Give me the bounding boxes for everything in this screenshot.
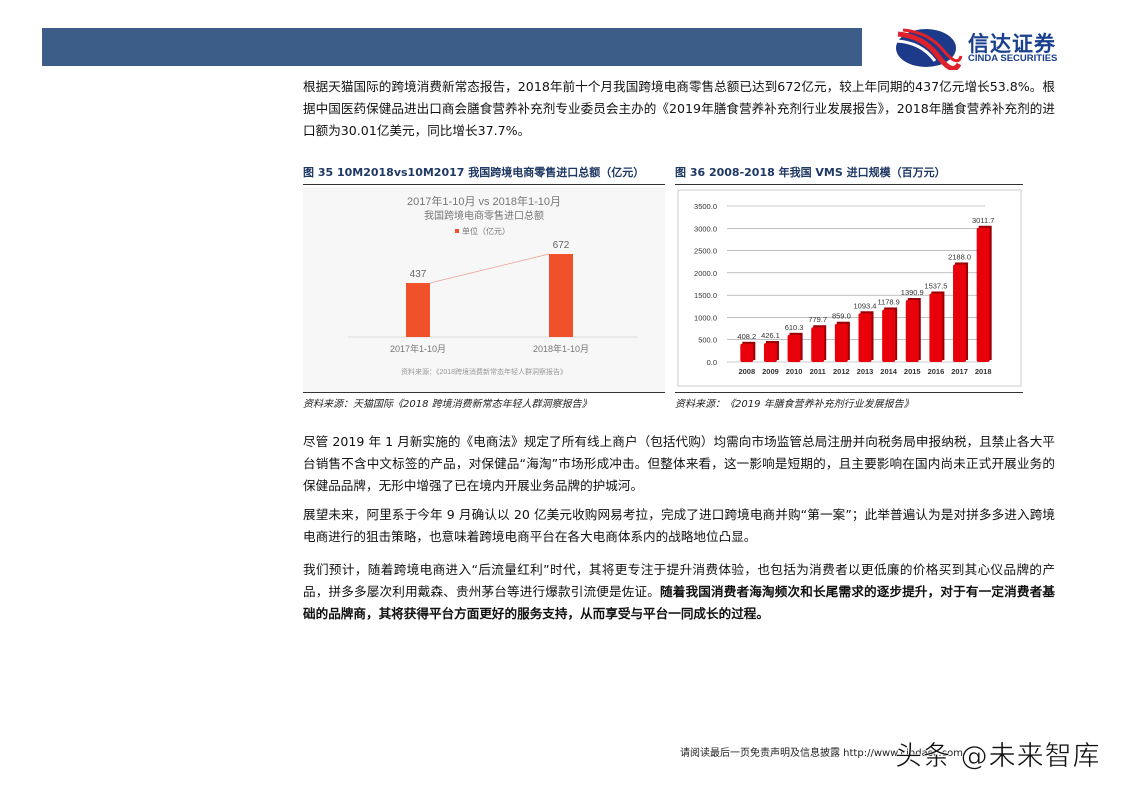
data-label: 437: [410, 269, 427, 280]
paragraph-4: 我们预计，随着跨境电商进入“后流量红利”时代，其将更专注于提升消费体验，也包括为…: [303, 559, 1055, 625]
header-bar: [42, 28, 862, 66]
bar-10: [976, 227, 990, 362]
x-tick-label: 2013: [857, 367, 874, 376]
bar-0: [740, 343, 754, 362]
watermark: 头条 @未来智库: [895, 741, 1101, 773]
bar-9: [953, 264, 967, 362]
chart-title: 2017年1-10月 vs 2018年1-10月: [407, 194, 561, 208]
y-tick-label: 0.0: [707, 358, 717, 367]
figure-35-source: 资料来源：天猫国际《2018 跨境消费新常态年轻人群洞察报告》: [303, 392, 665, 410]
logo-text-cn: 信达证券: [968, 32, 1056, 56]
data-label: 3011.7: [972, 216, 994, 225]
bar-7: [905, 300, 919, 362]
bar-8: [929, 293, 943, 362]
bar-4: [834, 323, 848, 362]
data-label: 1178.9: [877, 297, 899, 306]
x-tick-label: 2009: [762, 367, 779, 376]
data-label: 610.3: [785, 323, 804, 332]
bar-5: [858, 313, 872, 362]
y-tick-label: 1500.0: [694, 291, 717, 300]
x-tick-label: 2008: [738, 367, 755, 376]
footer-disclaimer: 请阅读最后一页免责声明及信息披露 http://www.cindasc.com: [680, 748, 963, 759]
paragraph-2: 尽管 2019 年 1 月新实施的《电商法》规定了所有线上商户（包括代购）均需向…: [303, 434, 1055, 493]
category-label: 2018年1-10月: [533, 343, 589, 354]
legend-label: 单位（亿元）: [462, 226, 510, 236]
chart-35: 2017年1-10月 vs 2018年1-10月 我国跨境电商零售进口总额 单位…: [303, 187, 665, 392]
y-tick-label: 1000.0: [694, 313, 717, 322]
logo-text-en: CINDA SECURITIES: [968, 53, 1058, 64]
bar-3: [811, 327, 825, 362]
data-label: 2188.0: [948, 252, 971, 261]
x-tick-label: 2018: [975, 367, 992, 376]
x-tick-label: 2012: [833, 367, 850, 376]
x-tick-label: 2015: [904, 367, 921, 376]
bar-2: [787, 334, 801, 362]
x-tick-label: 2010: [786, 367, 803, 376]
bar-6: [882, 309, 896, 362]
data-label: 1390.9: [901, 288, 924, 297]
legend-swatch: [455, 229, 459, 233]
y-tick-label: 3500.0: [694, 202, 717, 211]
data-label: 1093.4: [854, 301, 877, 310]
bar-1: [763, 343, 777, 362]
figure-36-source: 资料来源：《2019 年膳食营养补充剂行业发展报告》: [675, 392, 1023, 410]
y-tick-label: 2500.0: [694, 247, 717, 256]
y-tick-label: 3000.0: [694, 224, 717, 233]
y-tick-label: 500.0: [698, 336, 717, 345]
bar-1: [549, 254, 573, 337]
inner-source: 资料来源：《2018跨境消费新常态年轻人群洞察报告》: [401, 367, 567, 376]
data-label: 779.7: [808, 315, 827, 324]
connector-line: [429, 253, 550, 284]
chart-subtitle: 我国跨境电商零售进口总额: [424, 209, 544, 222]
x-tick-label: 2014: [880, 367, 898, 376]
data-label: 672: [553, 240, 570, 251]
category-label: 2017年1-10月: [390, 343, 446, 354]
paragraph-4-bold: 随着我国消费者海淘频次和长尾需求的逐步提升，对于有一定消费者基础的品牌商，其将获…: [303, 584, 1056, 621]
y-tick-label: 2000.0: [694, 269, 717, 278]
data-label: 408.2: [737, 332, 756, 341]
data-label: 1537.5: [924, 281, 947, 290]
data-label: 426.1: [761, 331, 780, 340]
paragraph-4-text: 我们预计，随着跨境电商进入“后流量红利”时代，其将更专注于提升消费体验，也包括为…: [303, 562, 1055, 599]
bar-0: [406, 283, 430, 337]
figure-35-title: 图 35 10M2018vs10M2017 我国跨境电商零售进口总额（亿元）: [303, 164, 665, 185]
x-tick-label: 2011: [810, 367, 826, 376]
chart-36: 0.0 500.0 1000.0 1500.0 2000.0 2500.0 3000.0 35…: [677, 189, 1022, 387]
data-label: 859.0: [832, 312, 851, 321]
x-tick-label: 2017: [951, 367, 968, 376]
logo-emblem-icon: [895, 28, 963, 71]
paragraph-1: 根据天猫国际的跨境消费新常态报告，2018年前十个月我国跨境电商零售总额已达到6…: [303, 79, 1055, 138]
x-tick-label: 2016: [928, 367, 945, 376]
cinda-logo: 信达证券 CINDA SECURITIES: [893, 26, 1093, 71]
figure-36-title: 图 36 2008-2018 年我国 VMS 进口规模（百万元）: [675, 164, 1023, 185]
paragraph-3: 展望未来，阿里系于今年 9 月确认以 20 亿美元收购网易考拉，完成了进口跨境电…: [303, 507, 1055, 544]
